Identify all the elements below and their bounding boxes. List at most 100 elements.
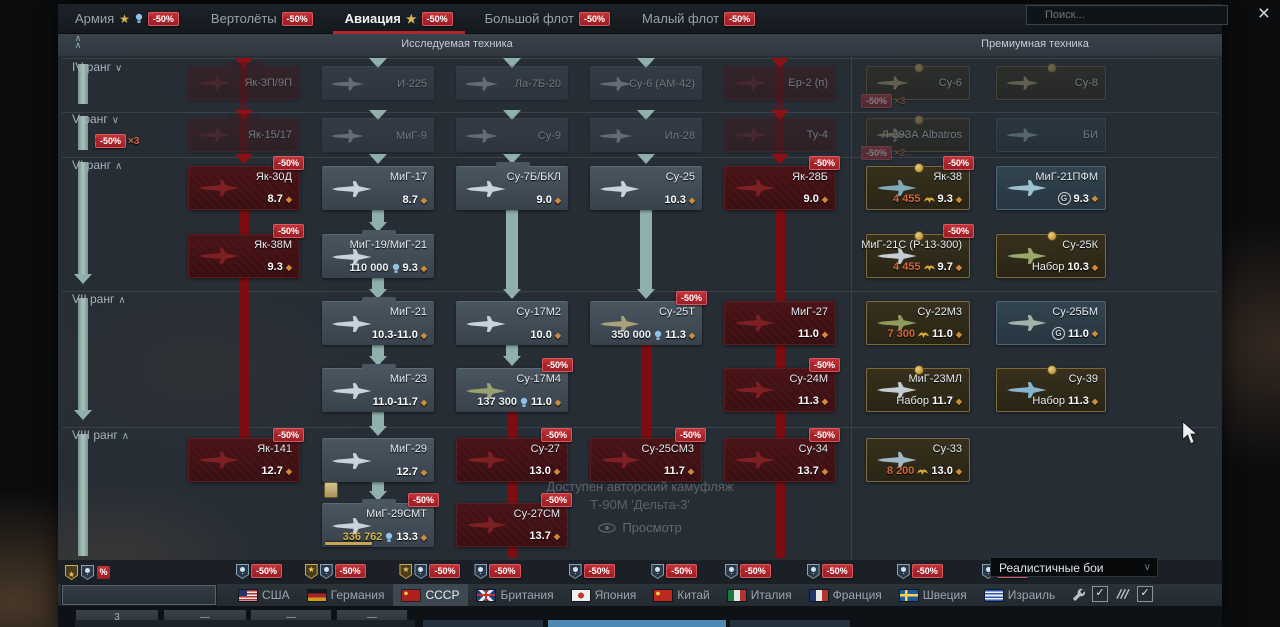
vehicle-card-Су-25Т[interactable]: Су-25Т 350 000 11.3 ◆ -50% xyxy=(590,291,707,345)
vehicle-card-МиГ-19/МиГ-21[interactable]: МиГ-19/МиГ-21 110 000 9.3 ◆ xyxy=(322,230,434,278)
golden-eagles-icon xyxy=(917,469,929,475)
search-input[interactable] xyxy=(1026,5,1228,25)
battle-rating: 11.0 xyxy=(932,328,953,340)
lineup-card[interactable] xyxy=(730,620,850,627)
rank-progress-bar xyxy=(78,298,88,410)
vehicle-card-Су-25БМ[interactable]: Су-25БМ G 11.0 ◆ xyxy=(996,301,1106,345)
vehicle-card-Як-30Д[interactable]: Як-30Д 8.7 ◆ -50% xyxy=(188,156,304,210)
rank-label[interactable]: VII ранг ∧ xyxy=(72,292,126,306)
connector-arrow xyxy=(369,426,387,436)
vehicle-card-Су-39[interactable]: Су-39 Набор 11.3 ◆ xyxy=(996,365,1106,412)
tab-Вертолёты[interactable]: Вертолёты -50% xyxy=(211,11,313,26)
rank-label[interactable]: VI ранг ∧ xyxy=(72,158,123,172)
checkbox-icon[interactable]: ✓ xyxy=(1137,586,1153,602)
nation-СССР[interactable]: ★ -50% СССР xyxy=(393,564,469,606)
lineup-card[interactable] xyxy=(548,620,726,627)
vehicle-card-Як-141[interactable]: Як-141 12.7 ◆ -50% xyxy=(188,428,304,482)
plane-silhouette-icon xyxy=(876,76,909,90)
nation-badges: -50% xyxy=(474,564,521,579)
rank-label[interactable]: IV ранг ∨ xyxy=(72,60,123,74)
vehicle-card-Су-7Б/БКЛ[interactable]: Су-7Б/БКЛ 9.0 ◆ xyxy=(456,162,568,210)
vehicle-card-Як-15/17[interactable]: Як-15/17 xyxy=(188,114,300,152)
vehicle-card-МиГ-29[interactable]: МиГ-29 12.7 ◆ xyxy=(322,438,434,498)
multi-select-icon[interactable] xyxy=(1115,588,1130,600)
crew-slots-strip: 3— — — xyxy=(58,606,1222,627)
battle-rating: 13.7 xyxy=(797,465,819,477)
vehicle-card-Су-25К[interactable]: Су-25К Набор 10.3 ◆ xyxy=(996,231,1106,278)
vehicle-card-МиГ-23МЛ[interactable]: МиГ-23МЛ Набор 11.7 ◆ xyxy=(866,365,970,412)
nation-Швеция[interactable]: -50% Швеция xyxy=(891,564,976,606)
vehicle-card-Су-27[interactable]: Су-27 13.0 ◆ -50% xyxy=(456,428,572,482)
tab-Большой флот[interactable]: Большой флот -50% xyxy=(485,11,611,26)
nation-Британия[interactable]: -50% Британия xyxy=(468,564,562,606)
vehicle-card-Ил-28[interactable]: Ил-28 xyxy=(590,118,702,152)
discount-badge: -50% xyxy=(808,156,840,170)
vehicle-card-Су-22М3[interactable]: Су-22М3 7 300 11.0 ◆ xyxy=(866,301,970,345)
rank-label[interactable]: V ранг ∨ xyxy=(72,112,120,126)
vehicle-price: Набор xyxy=(1031,261,1065,273)
nation-Китай[interactable]: -50% Китай xyxy=(645,564,718,606)
close-icon[interactable]: × xyxy=(1257,2,1270,25)
checkbox-icon[interactable]: ✓ xyxy=(1092,586,1108,602)
vehicle-info: Набор 10.3 ◆ xyxy=(1032,261,1098,273)
vehicle-card-Ер-2 (п)[interactable]: Ер-2 (п) xyxy=(724,66,836,100)
vehicle-name: Су-8 xyxy=(1074,77,1098,89)
vehicle-info: 13.7 ◆ xyxy=(797,465,828,477)
vehicle-price: 350 000 xyxy=(611,329,652,341)
nation-Германия[interactable]: ★ -50% Германия xyxy=(299,564,394,606)
vehicle-card-Су-33[interactable]: Су-33 8 200 13.0 ◆ xyxy=(866,438,970,482)
tab-Авиация[interactable]: Авиация ★ -50% xyxy=(332,11,465,34)
vehicle-card-Су-25СМ3[interactable]: Су-25СМ3 11.7 ◆ -50% xyxy=(590,428,706,482)
vehicle-card-Су-24М[interactable]: Су-24М 11.3 ◆ -50% xyxy=(724,358,840,412)
vehicle-card-Су-9[interactable]: Су-9 xyxy=(456,118,568,152)
wrench-icon[interactable] xyxy=(1070,587,1085,602)
vehicle-card-МиГ-27[interactable]: МиГ-27 11.0 ◆ xyxy=(724,301,836,345)
lineup-card[interactable] xyxy=(75,620,415,627)
vehicle-card-Су-8[interactable]: Су-8 xyxy=(996,63,1106,100)
lineup-card[interactable] xyxy=(423,620,543,627)
vehicle-card-БИ[interactable]: БИ xyxy=(996,118,1106,152)
rank-label[interactable]: VIII ранг ∧ xyxy=(72,428,130,442)
battle-mode-select[interactable]: Реалистичные бои ∨ xyxy=(990,557,1158,577)
vehicle-card-МиГ-29СМТ[interactable]: МиГ-29СМТ 336 762 13.3 ◆ -50% xyxy=(322,493,439,547)
vehicle-card-МиГ-21[interactable]: МиГ-21 10.3-11.0 ◆ xyxy=(322,297,434,345)
vehicle-card-МиГ-21ПФМ[interactable]: МиГ-21ПФМ G 9.3 ◆ xyxy=(996,166,1106,210)
vehicle-card-Як-28Б[interactable]: Як-28Б 9.0 ◆ -50% xyxy=(724,156,840,210)
vehicle-card-Су-17М4[interactable]: Су-17М4 137 300 11.0 ◆ -50% xyxy=(456,358,573,412)
vehicle-name: Як-38М xyxy=(254,239,292,251)
vehicle-card-Су-6[interactable]: Су-6 -50% ×3 xyxy=(861,63,970,108)
research-button[interactable]: ★ % xyxy=(62,565,216,605)
toast-view-action[interactable]: Просмотр xyxy=(598,520,682,535)
vehicle-card-Су-6 (АМ-42)[interactable]: Су-6 (АМ-42) xyxy=(590,66,702,100)
vehicle-card-Л-39ЗА Albatros[interactable]: Л-39ЗА Albatros -50% ×2 xyxy=(861,115,970,160)
vehicle-card-Су-34[interactable]: Су-34 13.7 ◆ -50% xyxy=(724,428,840,482)
discount-percent-icon: % xyxy=(97,566,110,579)
vehicle-card-МиГ-9[interactable]: МиГ-9 xyxy=(322,118,434,152)
vehicle-card-Як-38М[interactable]: Як-38М 9.3 ◆ -50% xyxy=(188,224,304,278)
nation-Италия[interactable]: -50% Италия xyxy=(719,564,801,606)
tab-Армия[interactable]: Армия ★ -50% xyxy=(75,11,179,26)
vehicle-card-Як-3П/9П[interactable]: Як-3П/9П xyxy=(188,62,300,100)
nation-Израиль[interactable]: -50%Израиль xyxy=(976,564,1064,606)
nation-США[interactable]: -50% США xyxy=(230,564,299,606)
tab-Малый флот[interactable]: Малый флот -50% xyxy=(642,11,756,26)
vehicle-info: 10.3 ◆ xyxy=(664,194,695,206)
discount-badge: -50% xyxy=(541,358,573,372)
vehicle-card-МиГ-17[interactable]: МиГ-17 8.7 ◆ xyxy=(322,166,434,210)
vehicle-price: 137 300 xyxy=(477,396,518,408)
nation-Франция[interactable]: -50% Франция xyxy=(801,564,891,606)
vehicle-card-Су-17М2[interactable]: Су-17М2 10.0 ◆ xyxy=(456,301,568,345)
vehicle-card-Ту-4[interactable]: Ту-4 xyxy=(724,118,836,152)
vehicle-card-МиГ-23[interactable]: МиГ-23 11.0-11.7 ◆ xyxy=(322,364,434,412)
star-shield-icon: ★ xyxy=(399,564,413,579)
discount-badge: -50% xyxy=(583,564,615,578)
discount-badge: -50% xyxy=(540,428,572,442)
scroll-up-icon[interactable]: ∧ ∧ xyxy=(74,33,82,50)
vehicle-card-Су-25[interactable]: Су-25 10.3 ◆ xyxy=(590,166,702,210)
vehicle-card-МиГ-21С (Р-13-300)[interactable]: МиГ-21С (Р-13-300) 4 455 9.7 ◆ -50% xyxy=(861,224,974,278)
vehicle-card-Су-27СМ[interactable]: Су-27СМ 13.7 ◆ -50% xyxy=(456,493,572,547)
vehicle-card-И-225[interactable]: И-225 xyxy=(322,66,434,100)
vehicle-card-Ла-7Б-20[interactable]: Ла-7Б-20 xyxy=(456,66,568,100)
nation-Япония[interactable]: -50% Япония xyxy=(563,564,646,606)
vehicle-card-Як-38[interactable]: Як-38 4 455 9.3 ◆ -50% xyxy=(866,156,974,210)
